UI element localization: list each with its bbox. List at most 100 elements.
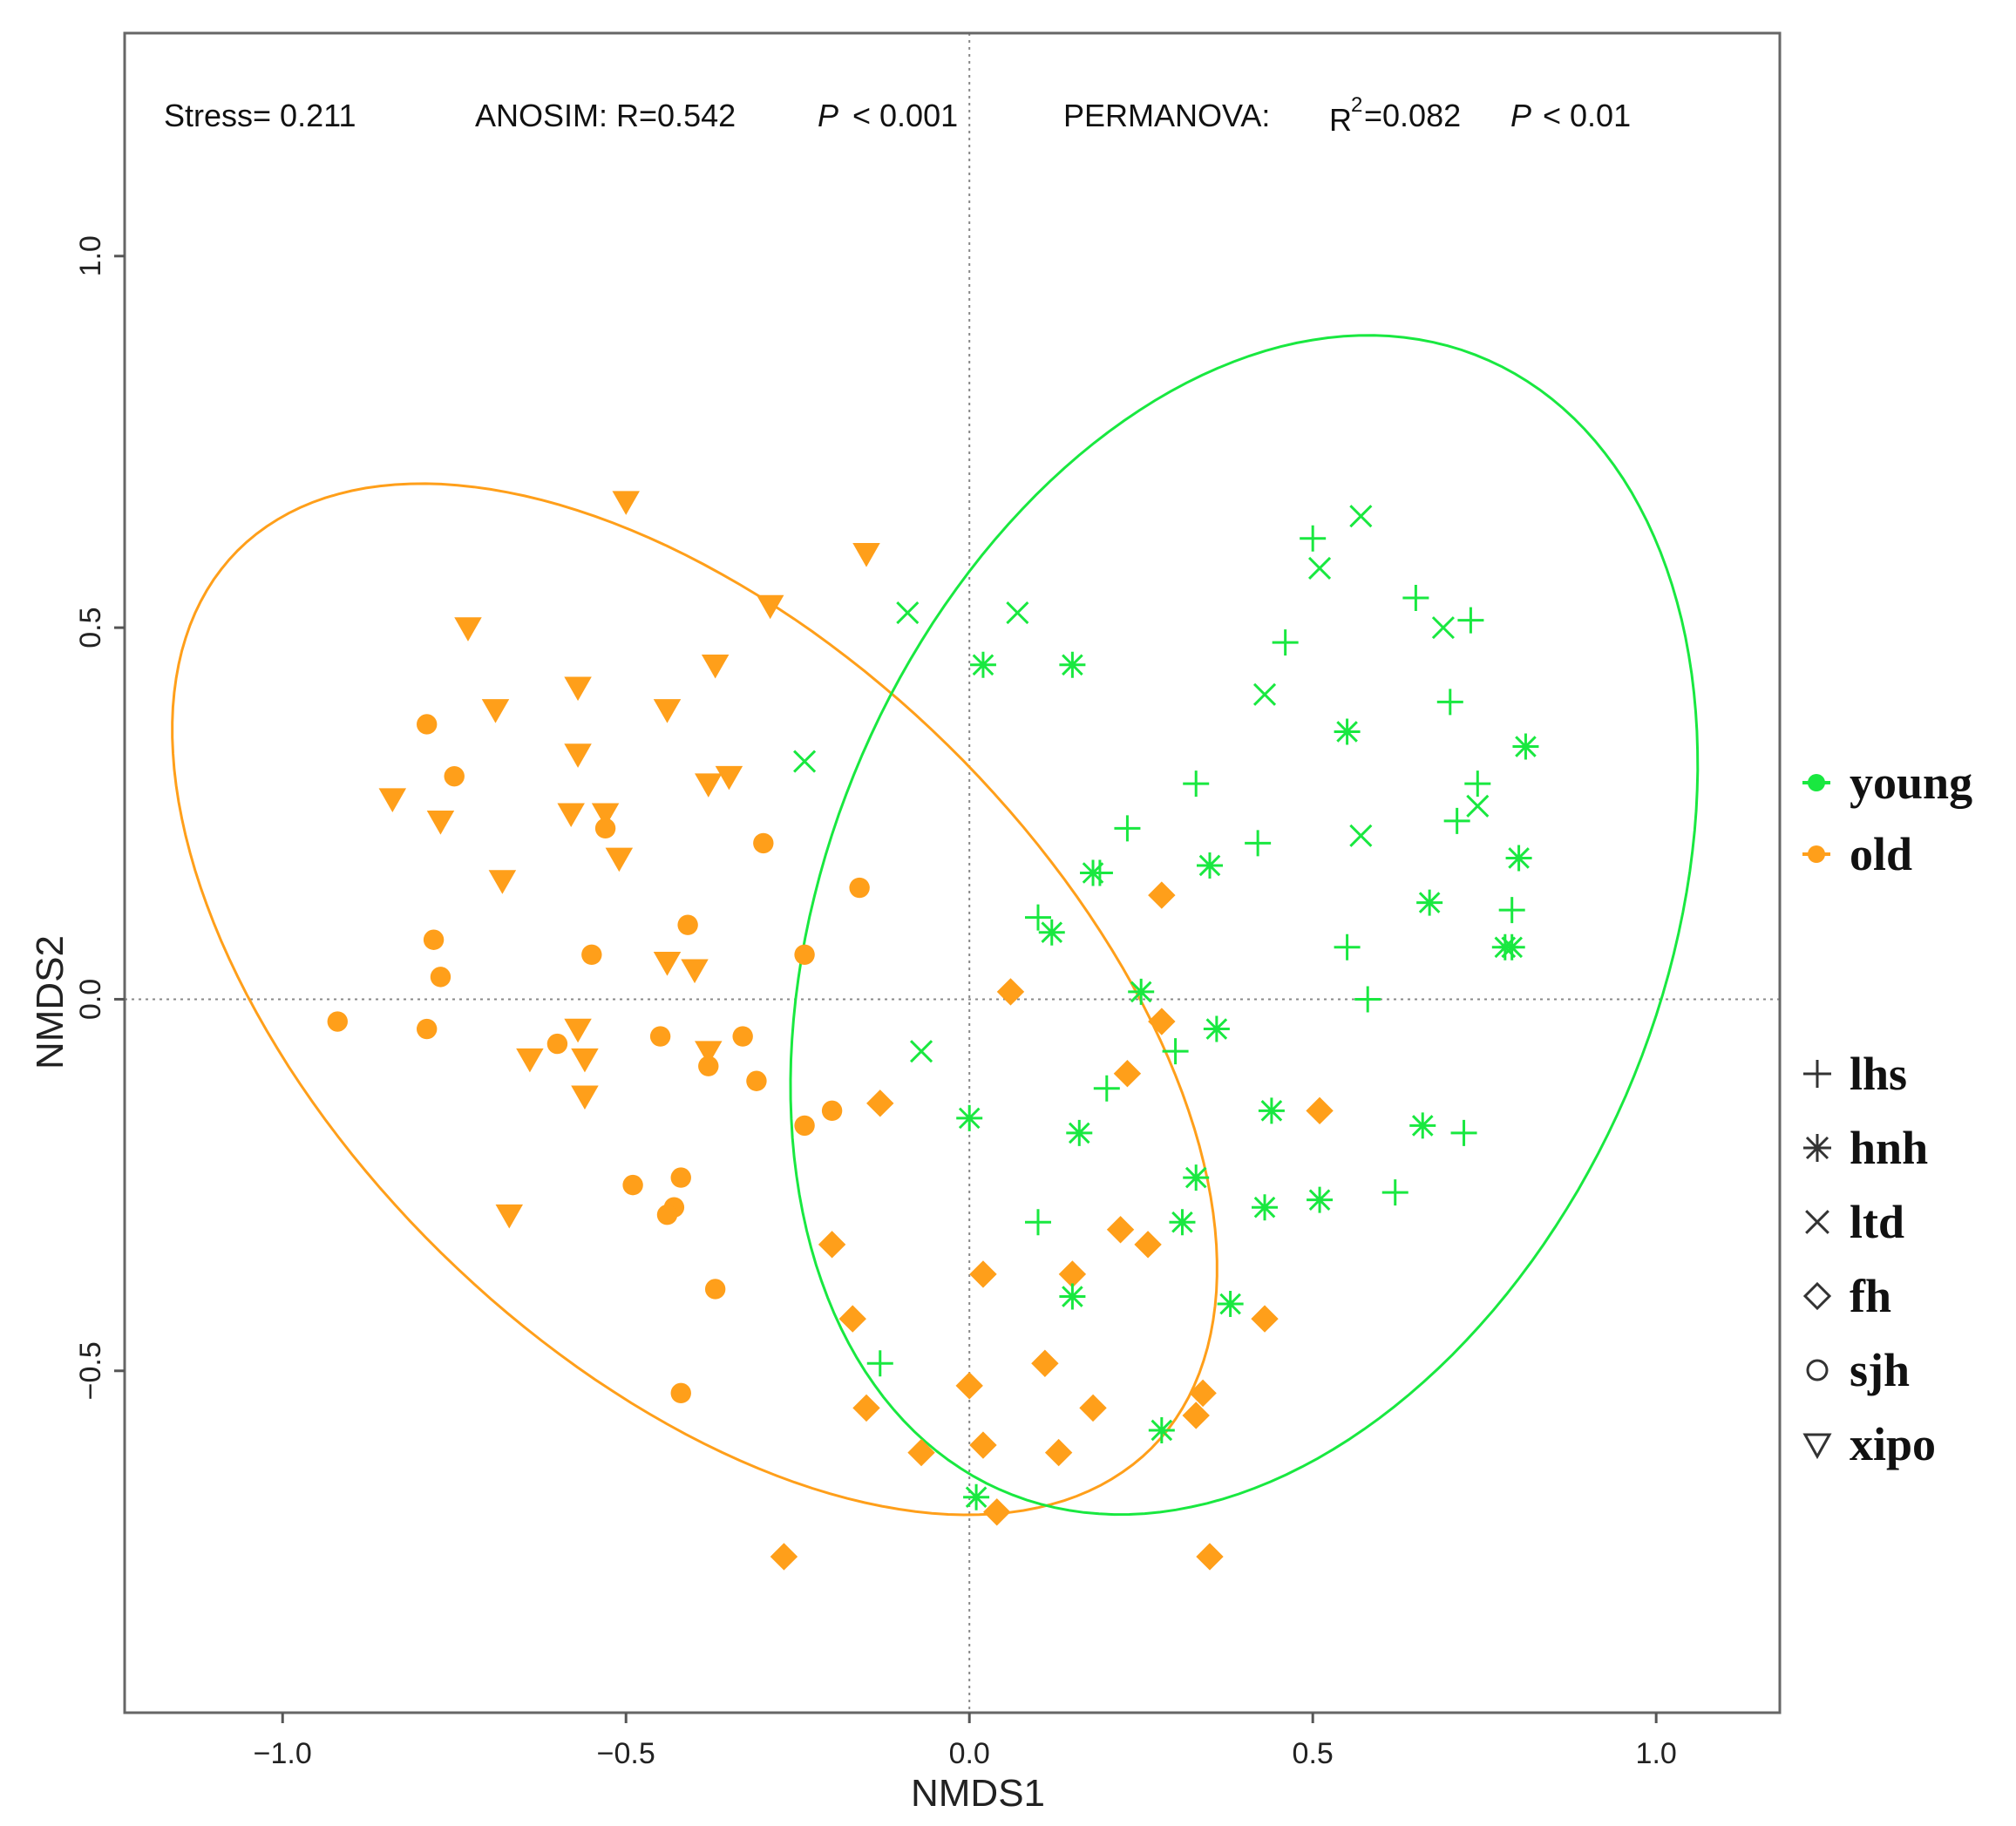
data-point-hnh — [1169, 1209, 1196, 1236]
data-point-ltd — [909, 1040, 933, 1063]
ellipse-old — [171, 482, 1218, 1517]
data-point-hnh — [1258, 1097, 1285, 1124]
data-point-sjh — [753, 832, 774, 854]
legend-marker-hnh — [1803, 1134, 1831, 1162]
data-point-lhs — [1245, 830, 1272, 857]
data-point-sjh — [794, 1115, 815, 1137]
data-point-hnh — [1128, 978, 1155, 1005]
x-tick-label: −0.5 — [597, 1737, 655, 1770]
data-point-ltd — [896, 601, 920, 625]
data-point-lhs — [1114, 815, 1141, 842]
series-young-lhs — [866, 525, 1525, 1377]
group-legend: young old — [1802, 757, 1972, 880]
data-point-fh — [1196, 1543, 1224, 1571]
site-legend: lhs hnh ltd fh sjh xipo — [1802, 1048, 1936, 1470]
data-point-xipo — [571, 1085, 599, 1110]
data-point-xipo — [516, 1048, 544, 1073]
data-point-hnh — [1038, 919, 1065, 946]
data-point-sjh — [423, 929, 445, 950]
permanova-r-symbol: R — [1329, 102, 1352, 138]
data-point-hnh — [1059, 1283, 1086, 1310]
data-point-fh — [955, 1372, 983, 1400]
series-old-fh — [770, 881, 1334, 1571]
x-axis-label: NMDS1 — [911, 1772, 1045, 1815]
legend-label-fh: fh — [1850, 1270, 1891, 1322]
data-point-xipo — [681, 959, 709, 984]
data-point-lhs — [1183, 770, 1210, 798]
data-point-ltd — [1466, 794, 1490, 818]
legend-marker-sjh — [1806, 1359, 1829, 1381]
data-point-lhs — [1498, 897, 1525, 924]
data-point-fh — [866, 1089, 894, 1117]
permanova-r-superscript: 2 — [1351, 93, 1362, 117]
data-point-ltd — [1252, 682, 1277, 706]
data-point-hnh — [1505, 845, 1532, 872]
data-point-hnh — [1307, 1186, 1334, 1213]
data-point-xipo — [481, 699, 510, 723]
data-point-hnh — [969, 651, 996, 678]
x-tick-label: 1.0 — [1636, 1737, 1677, 1770]
data-point-sjh — [546, 1033, 568, 1055]
data-point-fh — [1182, 1402, 1210, 1429]
data-point-lhs — [1272, 629, 1299, 656]
data-point-fh — [1148, 881, 1176, 909]
data-point-xipo — [454, 617, 482, 641]
permanova-r-value: =0.082 — [1364, 98, 1461, 133]
data-point-xipo — [564, 1018, 592, 1043]
data-point-hnh — [1416, 889, 1443, 916]
data-point-fh — [1251, 1305, 1279, 1333]
data-point-fh — [1058, 1260, 1087, 1288]
x-tick-label: 0.5 — [1293, 1737, 1334, 1770]
data-point-hnh — [1512, 733, 1539, 760]
reference-lines — [125, 33, 1780, 1713]
data-point-xipo — [495, 1204, 524, 1229]
series-old-sjh — [327, 714, 870, 1404]
legend-label-ltd: ltd — [1850, 1196, 1904, 1248]
stats-annotation: Stress= 0.211 ANOSIM: R=0.542 P < 0.001 … — [164, 93, 1631, 138]
data-point-xipo — [564, 676, 592, 702]
data-point-fh — [983, 1498, 1011, 1526]
data-point-hnh — [1334, 718, 1361, 745]
y-tick-label: 0.0 — [74, 979, 107, 1020]
data-point-fh — [1134, 1231, 1162, 1259]
data-point-xipo — [426, 811, 455, 835]
data-point-ltd — [1349, 824, 1373, 847]
data-point-xipo — [488, 870, 517, 894]
data-point-sjh — [417, 714, 438, 735]
data-point-xipo — [605, 847, 634, 872]
data-point-xipo — [564, 743, 592, 768]
data-point-fh — [818, 1231, 846, 1259]
legend-marker-fh — [1802, 1281, 1832, 1311]
series-old-xipo — [378, 491, 880, 1229]
legend-label-lhs: lhs — [1850, 1048, 1907, 1100]
data-point-xipo — [653, 699, 682, 723]
data-point-lhs — [1300, 525, 1327, 552]
data-point-sjh — [656, 1205, 678, 1225]
data-point-xipo — [701, 654, 730, 679]
data-point-xipo — [653, 952, 682, 976]
data-point-ltd — [1349, 505, 1373, 528]
data-point-hnh — [1409, 1112, 1436, 1139]
data-point-fh — [838, 1305, 866, 1333]
data-point-ltd — [793, 750, 817, 773]
data-point-sjh — [670, 1382, 691, 1404]
data-point-sjh — [594, 818, 616, 839]
data-point-lhs — [1443, 807, 1470, 834]
data-point-lhs — [1025, 1209, 1051, 1236]
data-point-xipo — [591, 803, 620, 828]
data-point-lhs — [1162, 1038, 1189, 1065]
data-point-sjh — [821, 1100, 843, 1122]
data-point-xipo — [852, 543, 880, 567]
legend-label-old: old — [1850, 828, 1912, 880]
data-points — [327, 491, 1539, 1571]
permanova-p-symbol: P — [1510, 98, 1531, 133]
data-point-lhs — [1464, 770, 1491, 798]
data-point-hnh — [1203, 1015, 1230, 1042]
data-point-xipo — [612, 491, 640, 515]
data-point-sjh — [677, 914, 698, 935]
data-point-xipo — [695, 773, 723, 798]
data-point-sjh — [698, 1056, 719, 1076]
data-point-fh — [1306, 1096, 1334, 1125]
data-point-sjh — [732, 1026, 753, 1047]
data-point-sjh — [794, 944, 815, 965]
